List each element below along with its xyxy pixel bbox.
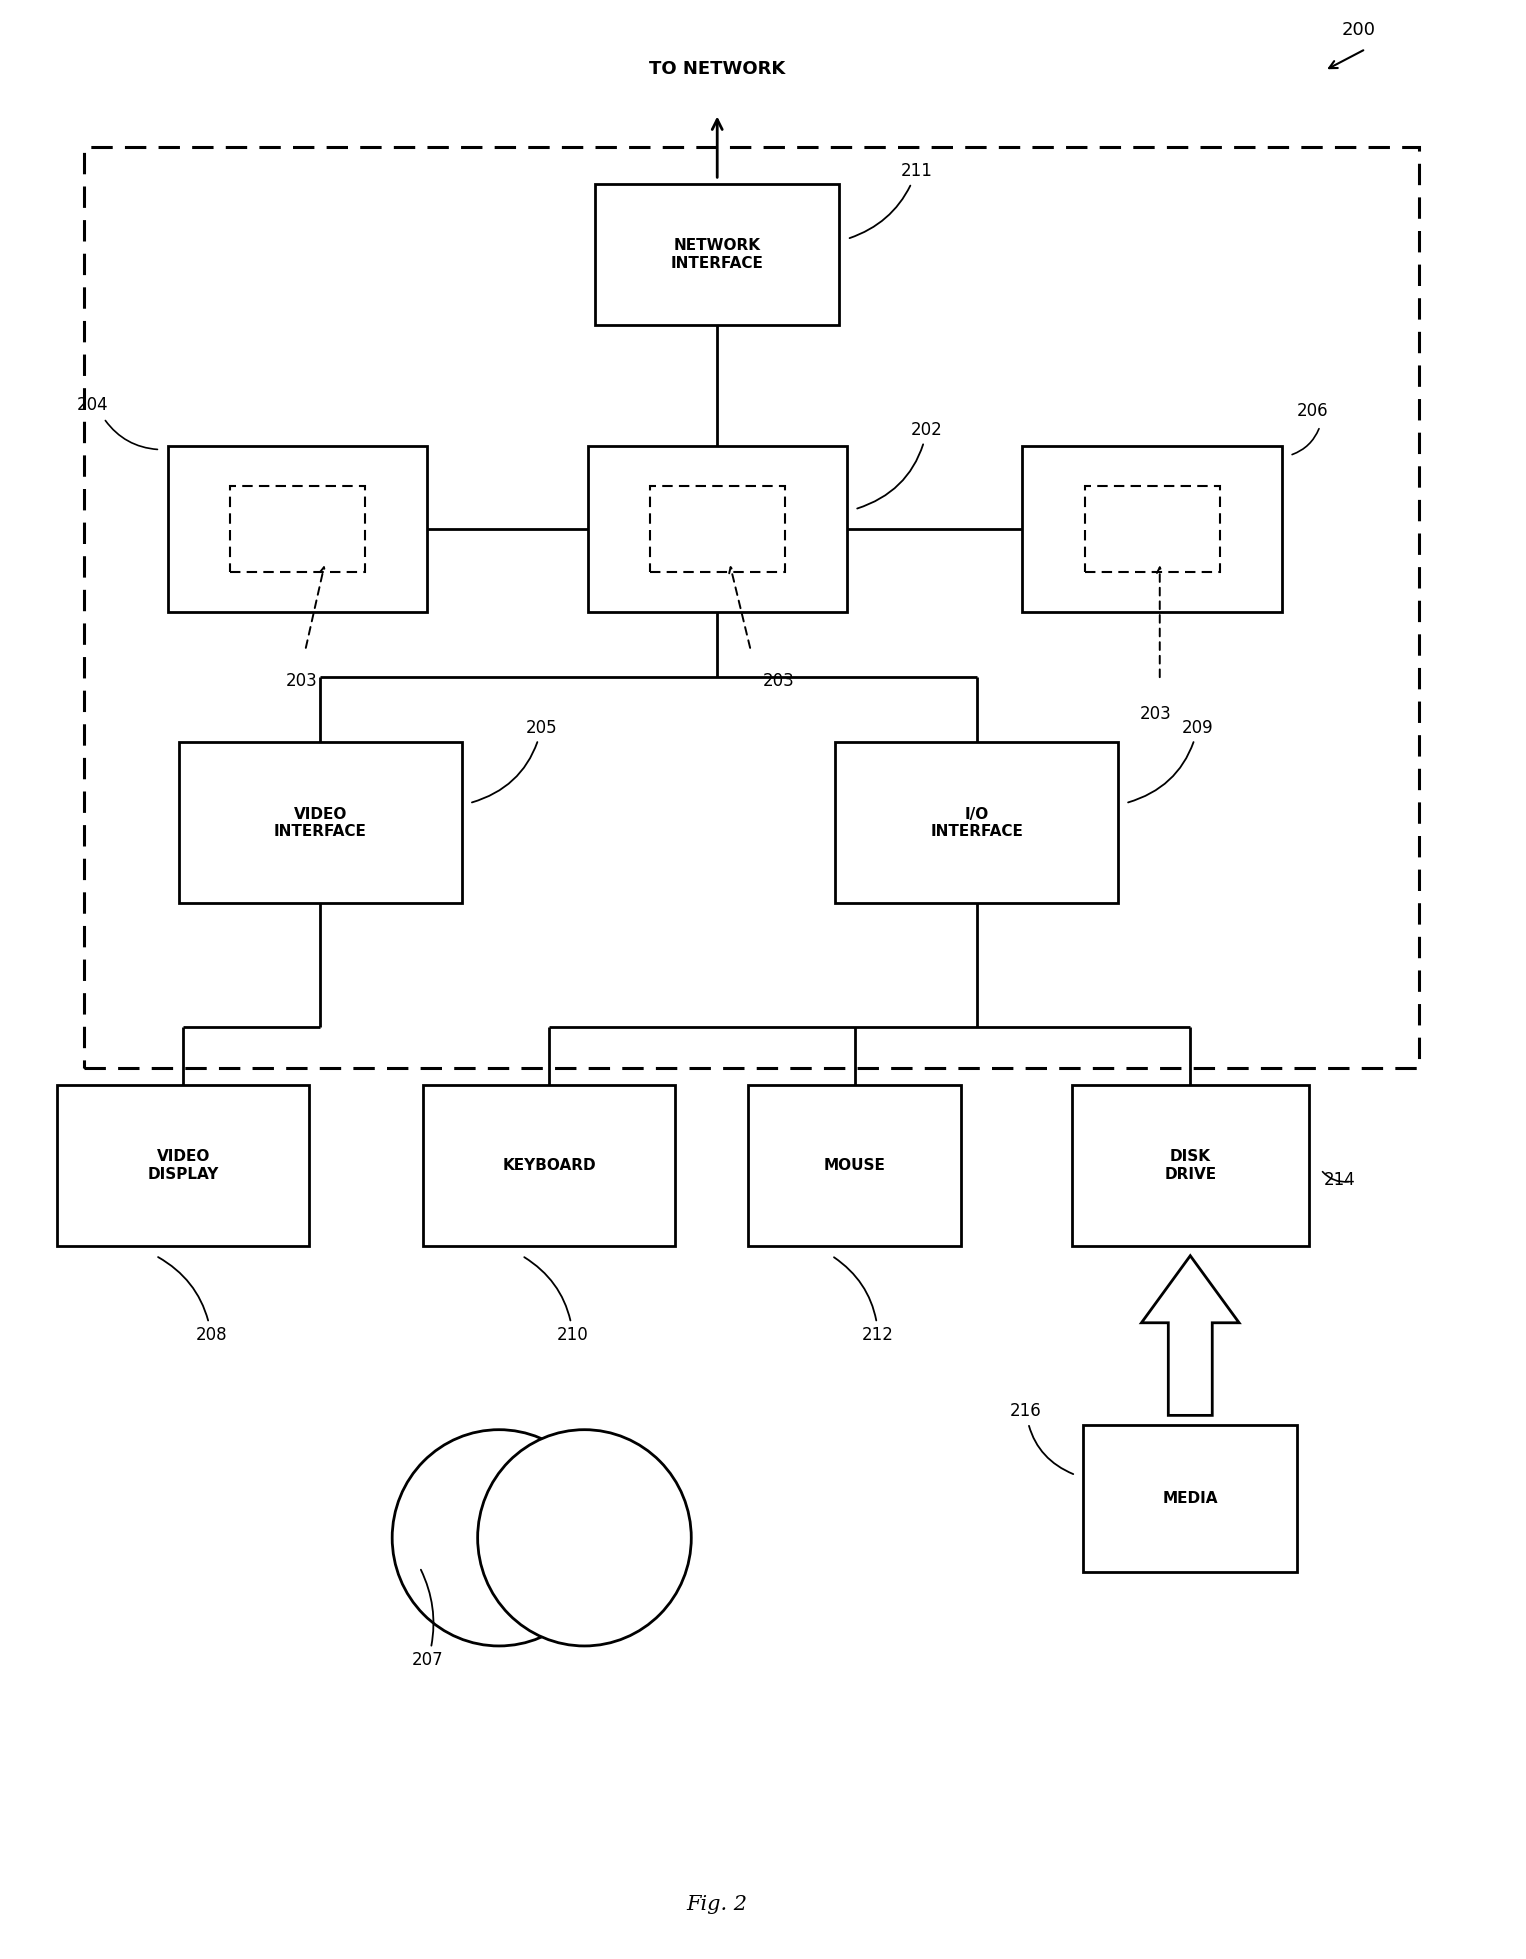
Text: 204: 204 (76, 396, 108, 415)
Text: KEYBOARD: KEYBOARD (502, 1158, 597, 1173)
FancyBboxPatch shape (423, 1085, 674, 1246)
FancyBboxPatch shape (748, 1085, 961, 1246)
Text: 212: 212 (835, 1258, 894, 1344)
Text: 207: 207 (412, 1569, 444, 1669)
FancyBboxPatch shape (588, 447, 847, 611)
Text: RAM: RAM (1132, 521, 1172, 537)
FancyBboxPatch shape (1073, 1085, 1309, 1246)
Text: 211: 211 (850, 163, 932, 239)
Text: CPU: CPU (700, 521, 734, 537)
Text: 216: 216 (1010, 1403, 1073, 1473)
Text: MOUSE: MOUSE (824, 1158, 885, 1173)
Text: DISK
DRIVE: DISK DRIVE (1164, 1150, 1216, 1181)
FancyBboxPatch shape (595, 184, 839, 325)
Text: I/O
INTERFACE: I/O INTERFACE (931, 807, 1022, 838)
Text: 209: 209 (1128, 719, 1213, 803)
Text: 214: 214 (1325, 1171, 1355, 1189)
FancyBboxPatch shape (836, 742, 1117, 903)
Text: 203: 203 (1140, 705, 1172, 723)
Ellipse shape (478, 1430, 691, 1646)
Text: VIDEO
INTERFACE: VIDEO INTERFACE (275, 807, 366, 838)
FancyBboxPatch shape (1022, 447, 1282, 611)
Text: 206: 206 (1297, 402, 1329, 421)
Text: TO NETWORK: TO NETWORK (649, 59, 786, 78)
Text: 202: 202 (858, 421, 943, 509)
FancyBboxPatch shape (650, 486, 784, 572)
Text: 200: 200 (1341, 22, 1375, 39)
Text: 203: 203 (285, 672, 317, 690)
Text: 210: 210 (525, 1258, 589, 1344)
Text: STORAGE: STORAGE (258, 521, 337, 537)
Text: NETWORK
INTERFACE: NETWORK INTERFACE (671, 239, 763, 270)
Text: MEDIA: MEDIA (1163, 1491, 1218, 1506)
Ellipse shape (392, 1430, 606, 1646)
FancyBboxPatch shape (230, 486, 365, 572)
FancyBboxPatch shape (1083, 1426, 1297, 1571)
Text: VIDEO
DISPLAY: VIDEO DISPLAY (148, 1150, 218, 1181)
Text: 203: 203 (763, 672, 795, 690)
Text: 208: 208 (159, 1258, 227, 1344)
FancyBboxPatch shape (168, 447, 427, 611)
Polygon shape (1141, 1256, 1239, 1414)
FancyBboxPatch shape (1085, 486, 1219, 572)
Text: Fig. 2: Fig. 2 (687, 1894, 748, 1914)
FancyBboxPatch shape (180, 742, 461, 903)
FancyBboxPatch shape (56, 1085, 310, 1246)
Text: 205: 205 (472, 719, 557, 803)
